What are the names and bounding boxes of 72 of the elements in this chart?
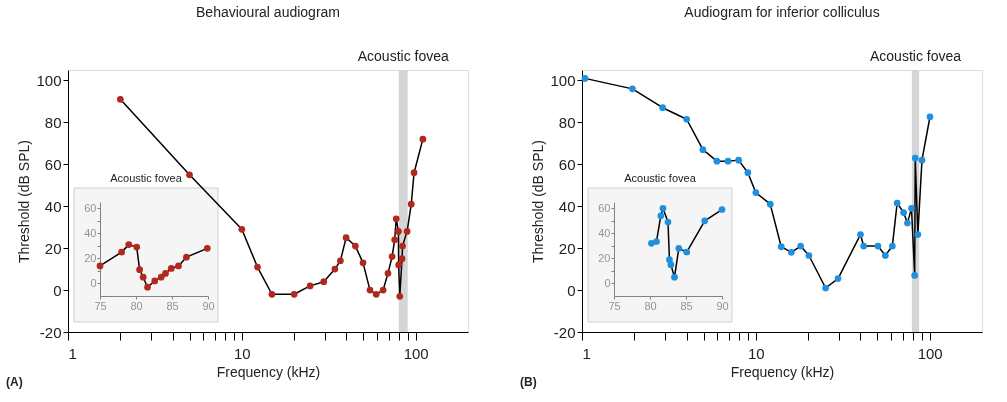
x-tick-label: 100: [403, 344, 429, 362]
x-tick-label: 10: [747, 344, 765, 362]
point: [718, 206, 726, 213]
x-tick-label: 75: [94, 299, 107, 312]
y-tick-label: 40: [558, 197, 576, 215]
point: [144, 283, 151, 291]
y-tick-label: 100: [36, 71, 62, 89]
point: [659, 204, 667, 212]
x-tick-label: 80: [644, 299, 657, 312]
x-tick-label: 75: [608, 299, 621, 312]
x-tick-label: 1: [68, 344, 77, 362]
point: [118, 248, 125, 256]
point: [203, 245, 211, 252]
y-tick-label: 40: [598, 226, 611, 239]
y-tick-label: 40: [44, 197, 62, 215]
y-tick-label: 0: [53, 281, 62, 299]
y-axis-title: Threshold (dB SPL): [530, 140, 547, 263]
point: [667, 261, 675, 269]
x-tick-label: 100: [917, 344, 943, 362]
x-tick-label: 80: [130, 299, 143, 312]
point: [701, 217, 709, 225]
point: [671, 273, 678, 281]
y-tick-label: -20: [39, 323, 62, 341]
point: [96, 262, 104, 270]
y-tick-label: 80: [44, 113, 62, 131]
x-tick-label: 90: [202, 299, 215, 312]
point: [167, 265, 175, 272]
x-tick-label: 1: [582, 344, 591, 362]
y-tick-label: 80: [558, 113, 576, 131]
y-tick-label: 20: [558, 239, 576, 257]
y-tick-label: 20: [84, 251, 97, 264]
text: (A): [6, 375, 23, 389]
point: [664, 218, 672, 226]
point: [175, 262, 182, 270]
chart-title: Audiogram for inferior colliculus: [684, 4, 880, 20]
point: [139, 273, 147, 281]
band-label: Acoustic fovea: [357, 48, 449, 64]
x-axis-title: Frequency (kHz): [730, 363, 835, 380]
y-axis-title: Threshold (dB SPL): [16, 140, 33, 263]
point: [183, 253, 190, 261]
x-tick-label: 10: [233, 344, 251, 362]
point: [657, 212, 665, 220]
point: [162, 270, 169, 277]
text: (B): [520, 375, 537, 389]
y-tick-label: 100: [550, 71, 576, 89]
point: [653, 238, 660, 245]
y-tick-label: 40: [84, 226, 97, 239]
y-tick-label: 20: [44, 239, 62, 257]
point: [151, 277, 159, 285]
y-tick-label: 0: [90, 276, 97, 289]
point: [683, 248, 691, 256]
chart-title: Behavioural audiogram: [196, 4, 340, 20]
point: [133, 243, 141, 251]
band-label: Acoustic fovea: [869, 48, 962, 64]
y-tick-label: 60: [558, 155, 576, 173]
point: [136, 266, 143, 274]
x-tick-label: 90: [716, 299, 729, 312]
chart-title: Acoustic fovea: [110, 172, 183, 184]
x-tick-label: 85: [680, 299, 693, 312]
point: [675, 245, 683, 252]
x-axis-title: Frequency (kHz): [216, 363, 321, 380]
y-tick-label: 0: [567, 281, 576, 299]
y-tick-label: 60: [598, 201, 611, 214]
point: [125, 241, 133, 248]
chart-title: Acoustic fovea: [624, 172, 697, 184]
y-tick-label: 60: [44, 155, 62, 173]
y-tick-label: 60: [84, 201, 97, 214]
point: [157, 273, 165, 281]
y-tick-label: -20: [553, 323, 576, 341]
y-tick-label: 20: [598, 251, 611, 264]
y-tick-label: 0: [604, 276, 611, 289]
x-tick-label: 85: [166, 299, 179, 312]
